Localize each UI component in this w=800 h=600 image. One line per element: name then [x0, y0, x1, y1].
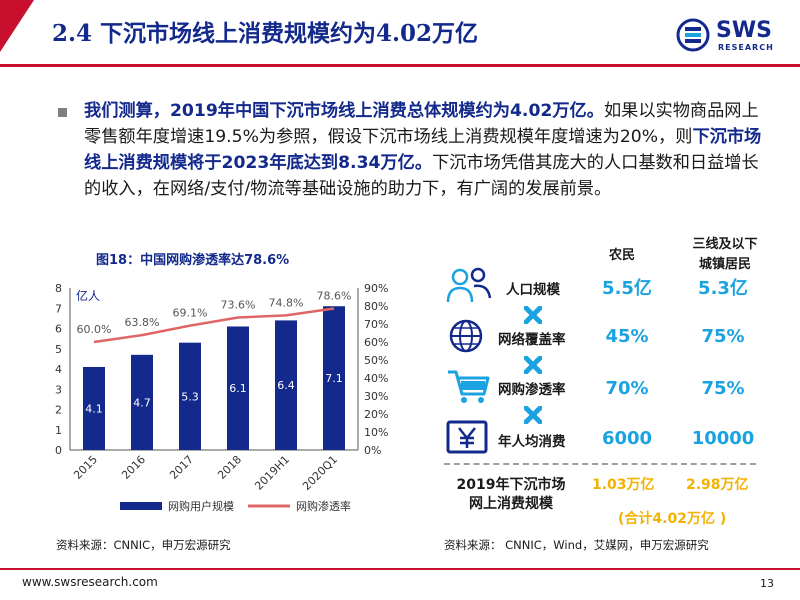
- summary-paragraph: 我们测算，2019年中国下沉市场线上消费总体规模约为4.02万亿。如果以实物商品…: [84, 98, 774, 202]
- total-label-line2: 网上消费规模: [469, 496, 553, 512]
- sws-logo-mark-icon: [676, 18, 710, 52]
- x-tick-label: 2019H1: [252, 453, 292, 493]
- y-tick-label-right: 10%: [364, 426, 388, 439]
- y-tick-label-left: 5: [55, 343, 62, 356]
- bar-value-label: 4.1: [85, 402, 103, 415]
- header-divider: [0, 64, 800, 67]
- y-tick-label-right: 0%: [364, 444, 381, 457]
- x-tick-label: 2015: [71, 453, 100, 482]
- multiply-icon: [524, 306, 542, 324]
- col-header-urban: 三线及以下 城镇居民: [670, 235, 780, 275]
- y-tick-label-left: 6: [55, 323, 62, 336]
- globe-icon: [449, 319, 483, 353]
- x-tick-label: 2018: [215, 453, 244, 482]
- total-urban: 2.98万亿: [686, 477, 749, 493]
- col-header-urban-line2: 城镇居民: [698, 257, 751, 272]
- total-divider: [444, 463, 756, 465]
- value-farmers-population: 5.5亿: [602, 278, 652, 299]
- y-tick-label-left: 0: [55, 444, 62, 457]
- y-tick-label-right: 90%: [364, 282, 388, 295]
- value-urban-population: 5.3亿: [698, 278, 748, 299]
- y-tick-label-left: 1: [55, 424, 62, 437]
- col-header-farmers: 农民: [608, 248, 635, 263]
- value-urban-penetration: 75%: [701, 378, 745, 399]
- total-farmers: 1.03万亿: [592, 477, 655, 493]
- legend-label-bar: 网购用户规模: [168, 499, 234, 513]
- multiply-icon: [524, 356, 542, 374]
- y-tick-label-left: 8: [55, 282, 62, 295]
- bar-value-label: 7.1: [325, 372, 343, 385]
- penetration-chart: 0123456780%10%20%30%40%50%60%70%80%90%亿人…: [55, 282, 388, 513]
- total-sum: (合计4.02万亿 ): [618, 511, 727, 527]
- y-tick-label-left: 2: [55, 404, 62, 417]
- line-value-label: 69.1%: [173, 307, 208, 320]
- chart-source: 资料来源：CNNIC，申万宏源研究: [56, 538, 231, 552]
- value-urban-coverage: 75%: [701, 326, 745, 347]
- yen-icon: [446, 420, 488, 454]
- header-corner-accent: [0, 0, 34, 52]
- value-farmers-penetration: 70%: [605, 378, 649, 399]
- bar-value-label: 4.7: [133, 396, 151, 409]
- y-tick-label-right: 50%: [364, 354, 388, 367]
- row-label-penetration: 网购渗透率: [498, 382, 566, 398]
- bar-value-label: 6.1: [229, 382, 247, 395]
- people-icon: [446, 267, 492, 303]
- y-tick-label-right: 30%: [364, 390, 388, 403]
- bar: [131, 354, 153, 450]
- footer-divider: [0, 568, 800, 570]
- para-text-4: 下沉市场凭借其庞大的人口基数和日益增长的收入，在网络/支付/物流等基础设施的助力…: [84, 153, 759, 199]
- y-tick-label-right: 60%: [364, 336, 388, 349]
- cart-icon: [448, 370, 490, 403]
- line-value-label: 60.0%: [77, 323, 112, 336]
- bar: [83, 366, 105, 450]
- line-value-label: 74.8%: [269, 296, 304, 309]
- y-tick-label-left: 7: [55, 302, 62, 315]
- para-text-2: 如果以实物商品网上零售额年度增速19.5%为参照，假设下沉市场线上消费规模年度增…: [84, 101, 759, 147]
- para-bold-3: 下沉市场线上消费规模将于2023年底达到8.34万亿。: [84, 127, 762, 173]
- value-urban-consumption: 10000: [691, 428, 755, 449]
- para-bold-1: 我们测算，2019年中国下沉市场线上消费总体规模约为4.02万亿。: [84, 101, 604, 121]
- value-farmers-consumption: 6000: [601, 428, 653, 449]
- bar: [323, 306, 345, 450]
- value-farmers-coverage: 45%: [605, 326, 649, 347]
- bar-value-label: 6.4: [277, 379, 295, 392]
- y-tick-label-left: 4: [55, 363, 62, 376]
- y-tick-label-left: 3: [55, 383, 62, 396]
- line-value-label: 63.8%: [125, 316, 160, 329]
- y-tick-label-right: 80%: [364, 300, 388, 313]
- line-value-label: 78.6%: [317, 290, 352, 303]
- y-tick-label-right: 20%: [364, 408, 388, 421]
- bar: [275, 320, 297, 450]
- page-title: 2.4 下沉市场线上消费规模约为4.02万亿: [52, 20, 479, 47]
- logo-subtext: RESEARCH: [718, 43, 774, 52]
- legend-label-line: 网购渗透率: [296, 499, 351, 513]
- bar-value-label: 5.3: [181, 390, 199, 403]
- page-number: 13: [760, 577, 774, 590]
- bullet-square-icon: [58, 108, 67, 117]
- footer-url[interactable]: www.swsresearch.com: [22, 575, 158, 589]
- bar: [179, 342, 201, 450]
- logo-text: SWS: [716, 18, 772, 43]
- sws-logo: SWS RESEARCH: [676, 16, 784, 56]
- y-tick-label-right: 70%: [364, 318, 388, 331]
- y-axis-unit-label: 亿人: [76, 288, 100, 303]
- multiply-icon: [524, 406, 542, 424]
- panel-source: 资料来源： CNNIC，Wind，艾媒网，申万宏源研究: [444, 538, 709, 552]
- total-label-line1: 2019年下沉市场: [456, 477, 566, 493]
- y-tick-label-right: 40%: [364, 372, 388, 385]
- line-value-label: 73.6%: [221, 299, 256, 312]
- col-header-urban-line1: 三线及以下: [692, 237, 758, 252]
- total-label: 2019年下沉市场 网上消费规模: [436, 476, 586, 514]
- row-label-consumption: 年人均消费: [498, 434, 566, 450]
- bar: [227, 326, 249, 450]
- x-tick-label: 2020Q1: [300, 453, 340, 493]
- chart-caption: 图18：中国网购渗透率达78.6%: [96, 253, 290, 268]
- x-tick-label: 2017: [167, 453, 196, 482]
- penetration-line: [93, 307, 335, 344]
- x-tick-label: 2016: [119, 453, 148, 482]
- row-label-population: 人口规模: [506, 282, 560, 298]
- row-label-coverage: 网络覆盖率: [498, 332, 566, 348]
- legend-swatch-bar: [120, 502, 162, 510]
